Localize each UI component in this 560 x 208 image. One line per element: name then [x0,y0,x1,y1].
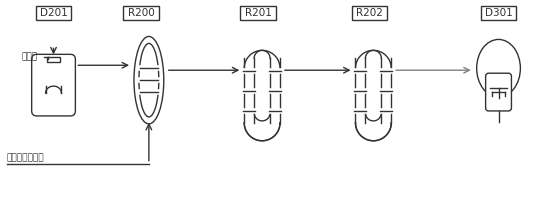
Text: 催化剂: 催化剂 [22,53,38,62]
Text: R202: R202 [356,8,383,18]
FancyBboxPatch shape [486,73,511,111]
Ellipse shape [477,40,520,97]
Text: R201: R201 [245,8,272,18]
FancyBboxPatch shape [123,6,159,20]
FancyBboxPatch shape [36,6,72,20]
Text: 丙烯单体、氢气: 丙烯单体、氢气 [7,153,44,162]
FancyBboxPatch shape [352,6,388,20]
Text: R200: R200 [128,8,155,18]
FancyBboxPatch shape [240,6,276,20]
Text: D301: D301 [484,8,512,18]
Text: D201: D201 [40,8,67,18]
FancyBboxPatch shape [480,6,516,20]
Bar [47,57,60,62]
FancyBboxPatch shape [32,54,76,116]
Ellipse shape [134,36,164,124]
Ellipse shape [139,43,159,117]
